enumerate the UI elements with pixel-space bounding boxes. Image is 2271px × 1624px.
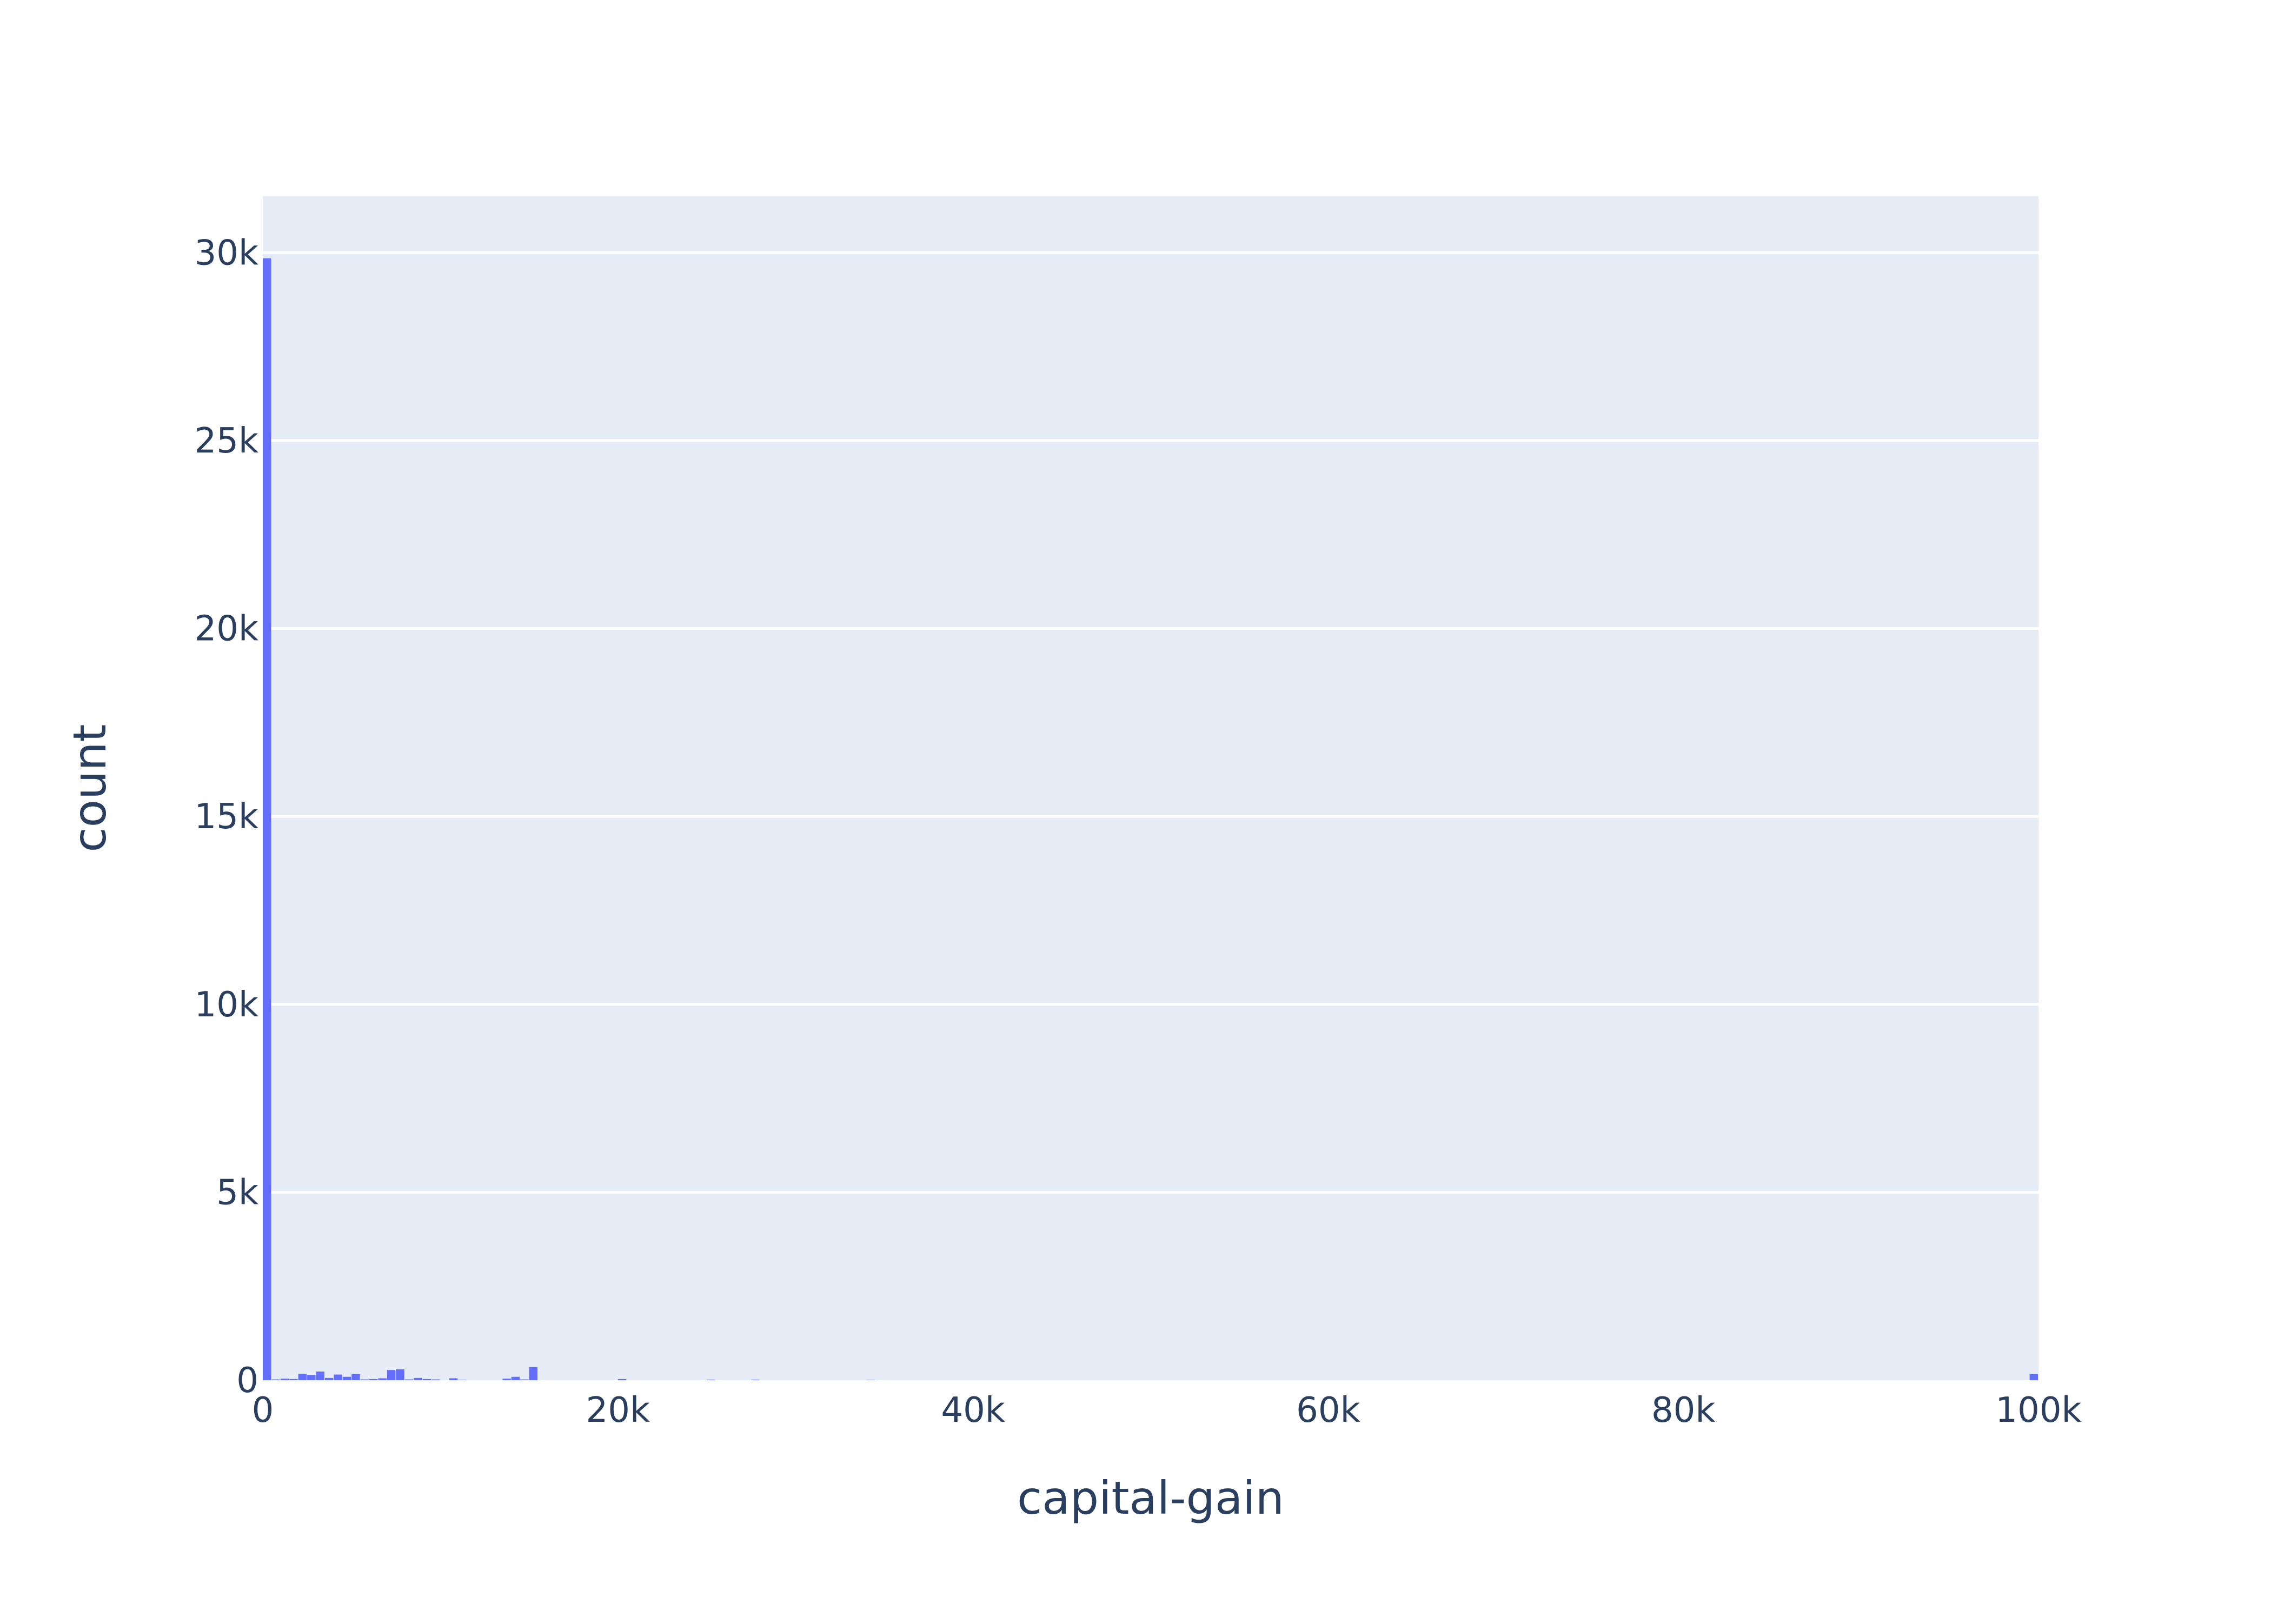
x-axis-title: capital-gain [1017, 1472, 1284, 1525]
histogram-bar [334, 1374, 342, 1380]
histogram-bar [2029, 1374, 2038, 1380]
y-axis-title: count [63, 724, 116, 853]
histogram-bar [387, 1370, 396, 1380]
histogram-bar [298, 1374, 307, 1380]
histogram-bar [449, 1378, 458, 1380]
histogram-bar [396, 1369, 404, 1380]
histogram-bar [324, 1377, 334, 1380]
histogram-bar [378, 1378, 387, 1380]
histogram-bar [289, 1379, 298, 1380]
y-tick-label: 5k [216, 1173, 258, 1213]
histogram-bar [342, 1376, 351, 1380]
histogram-bar [316, 1372, 324, 1380]
bars [263, 258, 2038, 1381]
grid-lines [263, 251, 2038, 1194]
histogram-bar [307, 1375, 316, 1380]
histogram-bar [263, 258, 271, 1381]
histogram-bar [351, 1374, 360, 1380]
y-axis-ticks: 0 5k 10k 15k 20k 25k 30k [195, 233, 259, 1401]
y-tick-label: 25k [195, 421, 259, 461]
y-tick-label: 15k [195, 797, 259, 837]
plot-area [263, 196, 2038, 1380]
y-tick-label: 20k [195, 609, 259, 649]
x-tick-label: 100k [1995, 1390, 2081, 1430]
histogram-bar [422, 1379, 431, 1380]
histogram-bar [529, 1367, 538, 1380]
y-tick-label: 30k [195, 233, 259, 273]
histogram-bar [414, 1377, 422, 1380]
histogram-bar [369, 1379, 378, 1380]
x-tick-label: 80k [1651, 1390, 1716, 1430]
x-tick-label: 0 [252, 1390, 274, 1430]
histogram-bar [502, 1379, 511, 1380]
y-tick-label: 0 [236, 1361, 258, 1401]
x-tick-label: 40k [941, 1390, 1005, 1430]
histogram-bar [617, 1379, 627, 1380]
y-tick-label: 10k [195, 985, 259, 1025]
x-tick-label: 20k [586, 1390, 650, 1430]
x-tick-label: 60k [1296, 1390, 1360, 1430]
histogram-bar [511, 1376, 520, 1380]
histogram-bar [280, 1379, 289, 1380]
x-axis-ticks: 0 20k 40k 60k 80k 100k [252, 1390, 2082, 1430]
